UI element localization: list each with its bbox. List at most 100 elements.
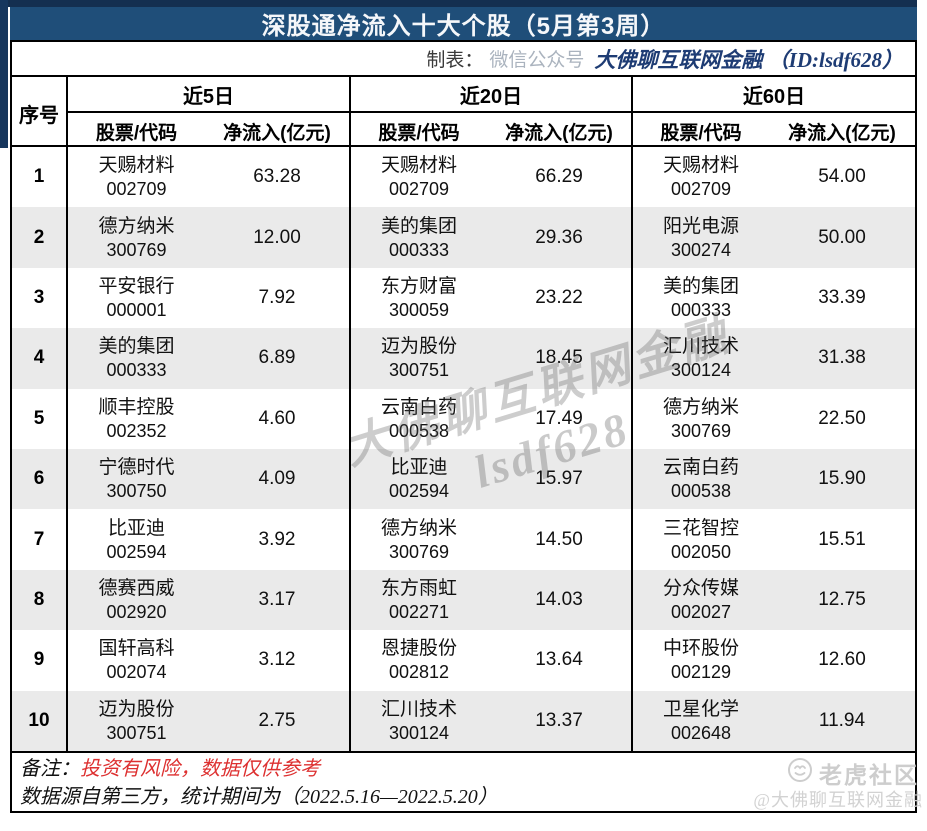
stocks-table: 制表： 微信公众号 大佛聊互联网金融 （ID:lsdf628） 序号 近5日 近… — [10, 40, 917, 813]
stock-cell-60d: 卫星化学 002648 — [633, 691, 769, 751]
group-header-5d: 近5日 — [68, 77, 351, 113]
stock-code: 000538 — [670, 481, 732, 502]
inflow-value-5d: 6.89 — [205, 328, 351, 389]
note-red-text: 投资有风险，数据仅供参考 — [80, 758, 320, 780]
stock-cell-20d: 迈为股份 300751 — [351, 328, 487, 388]
stock-cell-5d: 宁德时代 300750 — [68, 449, 205, 509]
stock-cell-60d: 汇川技术 300124 — [633, 328, 769, 388]
stock-name: 东方财富 — [380, 275, 457, 297]
stock-name: 美的集团 — [380, 215, 457, 237]
stock-code: 002812 — [388, 662, 450, 683]
subtitle-prefix: 制表： — [426, 50, 484, 71]
stock-name: 德方纳米 — [98, 215, 175, 237]
stock-code: 002352 — [106, 420, 167, 441]
stock-code: 000333 — [106, 360, 167, 381]
stock-header-5d: 股票/代码 — [95, 122, 178, 144]
stock-cell-5d: 德赛西威 002920 — [68, 570, 205, 630]
group-header-60d: 近60日 — [633, 77, 915, 113]
table-row: 4 美的集团 000333 6.89 迈为股份 300751 18.45 汇川技… — [12, 328, 915, 389]
inflow-value-5d: 7.92 — [205, 267, 351, 329]
subtitle-row: 制表： 微信公众号 大佛聊互联网金融 （ID:lsdf628） — [12, 42, 915, 75]
inflow-value-5d: 4.09 — [205, 448, 351, 510]
table-footer: 备注：投资有风险，数据仅供参考 数据源自第三方，统计期间为（2022.5.16—… — [12, 751, 915, 811]
inflow-value-20d: 66.29 — [487, 147, 633, 208]
table-body: 1 天赐材料 002709 63.28 天赐材料 002709 66.29 天赐… — [12, 147, 915, 751]
stock-cell-60d: 天赐材料 002709 — [633, 147, 769, 207]
inflow-value-20d: 14.03 — [487, 569, 633, 631]
stock-code: 000538 — [388, 420, 450, 441]
subtitle-channel: 微信公众号 — [489, 50, 585, 71]
rank-cell: 5 — [12, 388, 68, 449]
value-header-20d: 净流入(亿元) — [487, 113, 633, 149]
stock-name: 德方纳米 — [662, 396, 739, 418]
stock-code: 002129 — [670, 662, 732, 683]
stock-name: 卫星化学 — [662, 698, 739, 720]
stock-cell-20d: 东方财富 300059 — [351, 268, 487, 328]
inflow-value-60d: 50.00 — [818, 226, 866, 248]
stock-name: 云南白药 — [662, 457, 739, 479]
stock-cell-20d: 比亚迪 002594 — [351, 449, 487, 509]
table-row: 3 平安银行 000001 7.92 东方财富 300059 23.22 美的集… — [12, 267, 915, 329]
stock-code: 000001 — [106, 299, 167, 320]
stock-cell-60d: 云南白药 000538 — [633, 449, 769, 509]
inflow-value-60d: 33.39 — [818, 286, 866, 308]
footer-source-line: 数据源自第三方，统计期间为（2022.5.16—2022.5.20） — [20, 786, 498, 808]
stock-cell-60d: 美的集团 000333 — [633, 268, 769, 328]
stock-name: 恩捷股份 — [380, 638, 457, 660]
table-header: 序号 近5日 近20日 近60日 股票/代码 净流入(亿元) 股票/代码 净流入… — [12, 75, 915, 149]
inflow-value-20d: 15.97 — [487, 448, 633, 510]
subtitle-brand: 大佛聊互联网金融 （ID:lsdf628） — [594, 47, 903, 72]
rank-cell: 8 — [12, 569, 68, 631]
stock-code: 000333 — [388, 239, 450, 260]
stock-name: 比亚迪 — [390, 457, 448, 479]
stock-cell-5d: 迈为股份 300751 — [68, 691, 205, 751]
stock-code: 002920 — [106, 601, 167, 622]
inflow-value-5d: 3.17 — [205, 569, 351, 631]
stock-code: 002594 — [388, 481, 450, 502]
stock-name: 德赛西威 — [98, 577, 175, 599]
rank-cell: 3 — [12, 267, 68, 329]
stock-name: 迈为股份 — [380, 336, 457, 358]
stock-name: 分众传媒 — [662, 577, 739, 599]
stock-code: 002709 — [670, 179, 732, 200]
stock-name: 云南白药 — [380, 396, 457, 418]
stock-code: 300059 — [388, 299, 450, 320]
rank-cell: 4 — [12, 328, 68, 389]
inflow-value-60d: 11.94 — [818, 709, 866, 731]
stock-name: 天赐材料 — [98, 155, 175, 177]
stock-cell-20d: 德方纳米 300769 — [351, 509, 487, 569]
rank-cell: 9 — [12, 630, 68, 691]
rank-cell: 1 — [12, 147, 68, 208]
table-row: 5 顺丰控股 002352 4.60 云南白药 000538 17.49 德方纳… — [12, 388, 915, 449]
inflow-value-20d: 23.22 — [487, 267, 633, 329]
value-header-60d: 净流入(亿元) — [788, 122, 896, 144]
stock-cell-5d: 德方纳米 300769 — [68, 207, 205, 267]
inflow-value-20d: 17.49 — [487, 388, 633, 449]
stock-cell-60d: 阳光电源 300274 — [633, 207, 769, 267]
table-row: 10 迈为股份 300751 2.75 汇川技术 300124 13.37 卫星… — [12, 690, 915, 751]
stock-name: 美的集团 — [662, 275, 739, 297]
inflow-value-5d: 4.60 — [205, 388, 351, 449]
stock-cell-5d: 顺丰控股 002352 — [68, 389, 205, 449]
inflow-value-20d: 14.50 — [487, 509, 633, 570]
stock-cell-5d: 天赐材料 002709 — [68, 147, 205, 207]
stock-code: 002709 — [388, 179, 450, 200]
stock-code: 300751 — [106, 722, 167, 743]
stock-cell-5d: 美的集团 000333 — [68, 328, 205, 388]
inflow-value-20d: 29.36 — [487, 207, 633, 268]
inflow-value-5d: 63.28 — [205, 147, 351, 208]
stock-name: 中环股份 — [662, 638, 739, 660]
group-header-20d: 近20日 — [351, 77, 633, 113]
stock-code: 300769 — [106, 239, 167, 260]
inflow-value-5d: 3.92 — [205, 509, 351, 570]
top-frame-strip — [0, 0, 917, 7]
stock-code: 300124 — [388, 722, 450, 743]
inflow-value-5d: 12.00 — [205, 207, 351, 268]
stock-cell-5d: 国轩高科 002074 — [68, 630, 205, 690]
stock-code: 002027 — [670, 601, 732, 622]
stock-code: 300274 — [670, 239, 732, 260]
table-row: 6 宁德时代 300750 4.09 比亚迪 002594 15.97 云南白药… — [12, 448, 915, 510]
stock-header-60d: 股票/代码 — [660, 122, 742, 144]
inflow-value-60d: 12.60 — [818, 649, 866, 671]
